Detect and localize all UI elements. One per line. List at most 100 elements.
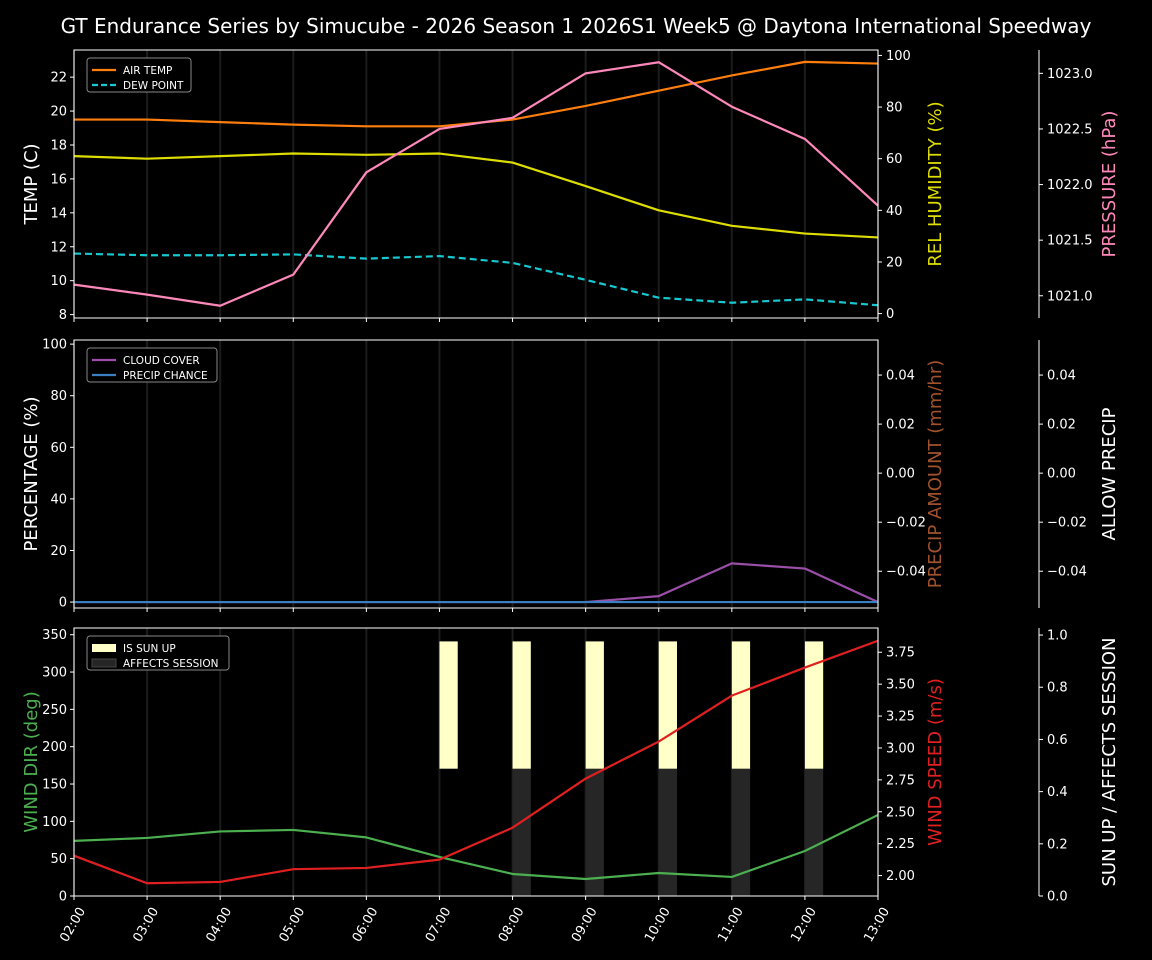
left-tick-label: 200 <box>42 740 67 755</box>
sun-up-bar <box>804 641 824 769</box>
series-right1-line <box>73 639 879 885</box>
left-tick-label: 22 <box>50 71 67 86</box>
panel-3: 0 50 100 150 200 250 300 350 WIND DIR (deg) 2.00 2… <box>21 627 1120 945</box>
x-tick-label: 09:00 <box>569 905 601 945</box>
cloud-cover-line <box>74 562 879 604</box>
panel-2: 0 20 40 60 80 100 PERCENTAGE (%) −0.04 −0.02 0.00… <box>21 338 1120 612</box>
plot-frame <box>73 339 879 609</box>
x-tick-label: 03:00 <box>130 905 162 945</box>
legend: IS SUN UP AFFECTS SESSION <box>86 635 230 671</box>
legend: AIR TEMP DEW POINT <box>86 57 192 93</box>
right2-tick-label: 0.6 <box>1047 733 1068 748</box>
right1-tick-label: 0.04 <box>886 369 915 384</box>
right1-tick-label: 80 <box>886 101 903 116</box>
right2-tick-label: 0.04 <box>1047 369 1076 384</box>
affects-session-bar <box>804 768 824 896</box>
right1-tick-label: 3.00 <box>886 741 915 756</box>
right1-tick-label: 3.75 <box>886 646 915 661</box>
left-tick-label: 80 <box>50 389 67 404</box>
right1-tick-label: 2.25 <box>886 837 915 852</box>
dew-point-line <box>73 252 879 307</box>
chart-title: GT Endurance Series by Simucube - 2026 S… <box>60 14 1092 38</box>
left-tick-label: 100 <box>42 338 67 353</box>
left-tick-label: 300 <box>42 666 67 681</box>
right1-tick-label: 0.00 <box>886 467 915 482</box>
legend-label: DEW POINT <box>123 80 184 92</box>
x-tick-label: 12:00 <box>788 905 820 945</box>
right2-tick-label: 0.0 <box>1047 890 1068 905</box>
legend-label: PRECIP CHANCE <box>123 370 208 382</box>
right2-tick-label: 0.4 <box>1047 785 1068 800</box>
x-tick-label: 02:00 <box>57 905 89 945</box>
legend-label: IS SUN UP <box>123 643 176 655</box>
right1-tick-label: 2.75 <box>886 773 915 788</box>
right1-tick-label: 2.50 <box>886 805 915 820</box>
right2-tick-label: 0.02 <box>1047 418 1076 433</box>
series-right1-line <box>73 152 879 239</box>
left-tick-label: 60 <box>50 441 67 456</box>
air-temp-line <box>74 60 879 128</box>
panel-1: 8 10 12 14 16 18 20 22 TEMP (C) 0 20 40 60 80 100 REL H… <box>21 49 1120 323</box>
left-axis-label: WIND DIR (deg) <box>21 691 42 833</box>
right2-tick-label: 1021.5 <box>1047 234 1093 249</box>
x-tick-label: 13:00 <box>861 905 893 945</box>
legend-frame <box>86 635 230 671</box>
left-axis-label: TEMP (C) <box>21 143 42 225</box>
x-tick-label: 08:00 <box>496 905 528 945</box>
legend-label: AFFECTS SESSION <box>123 658 219 670</box>
left-tick-label: 250 <box>42 703 67 718</box>
left-tick-label: 20 <box>50 544 67 559</box>
x-tick-label: 11:00 <box>715 905 747 945</box>
left-tick-label: 12 <box>50 240 67 255</box>
right2-axis-label: PRESSURE (hPa) <box>1099 111 1120 258</box>
legend: CLOUD COVER PRECIP CHANCE <box>86 347 218 383</box>
x-tick-label: 10:00 <box>642 905 674 945</box>
right1-tick-label: 2.00 <box>886 869 915 884</box>
right1-tick-label: 0.02 <box>886 418 915 433</box>
sun-up-bar <box>512 641 531 769</box>
plot-frame <box>73 49 879 319</box>
left-tick-label: 150 <box>42 778 67 793</box>
x-tick-label: 04:00 <box>204 905 236 945</box>
affects-session-bar <box>731 768 751 896</box>
right2-axis-label: ALLOW PRECIP <box>1099 407 1120 540</box>
right1-tick-label: 100 <box>886 49 911 64</box>
right2-tick-label: 1.0 <box>1047 629 1068 644</box>
x-tick-label: 07:00 <box>423 905 455 945</box>
left-tick-label: 20 <box>50 105 67 120</box>
left-tick-label: 8 <box>59 308 67 323</box>
right1-tick-label: 20 <box>886 255 903 270</box>
left-tick-label: 100 <box>42 815 67 830</box>
left-tick-label: 350 <box>42 628 67 643</box>
right1-tick-label: 3.50 <box>886 678 915 693</box>
right1-tick-label: 3.25 <box>886 710 915 725</box>
right2-tick-label: 1022.0 <box>1047 178 1093 193</box>
left-tick-label: 0 <box>59 890 67 905</box>
series-left-line <box>73 813 879 881</box>
affects-session-bar <box>512 768 531 896</box>
right2-axis-label: SUN UP / AFFECTS SESSION <box>1099 637 1120 886</box>
left-tick-label: 14 <box>50 206 67 221</box>
left-tick-label: 50 <box>50 852 67 867</box>
left-tick-label: 40 <box>50 492 67 507</box>
right2-tick-label: −0.02 <box>1047 516 1087 531</box>
right1-axis-label: REL HUMIDITY (%) <box>925 101 946 266</box>
right2-tick-label: −0.04 <box>1047 565 1087 580</box>
right1-tick-label: 40 <box>886 204 903 219</box>
legend-swatch <box>92 644 116 652</box>
sun-up-bar <box>439 641 458 769</box>
right2-tick-label: 0.00 <box>1047 467 1076 482</box>
right1-tick-label: −0.04 <box>886 565 926 580</box>
left-tick-label: 10 <box>50 274 67 289</box>
legend-frame <box>86 57 192 93</box>
legend-label: AIR TEMP <box>123 65 172 77</box>
affects-session-bar <box>658 768 677 896</box>
legend-frame <box>86 347 218 383</box>
right2-tick-label: 1023.0 <box>1047 67 1093 82</box>
right1-tick-label: 0 <box>886 307 894 322</box>
affects-session-bar <box>585 768 604 896</box>
right1-tick-label: −0.02 <box>886 516 926 531</box>
right1-tick-label: 60 <box>886 152 903 167</box>
plot-frame <box>73 627 879 897</box>
